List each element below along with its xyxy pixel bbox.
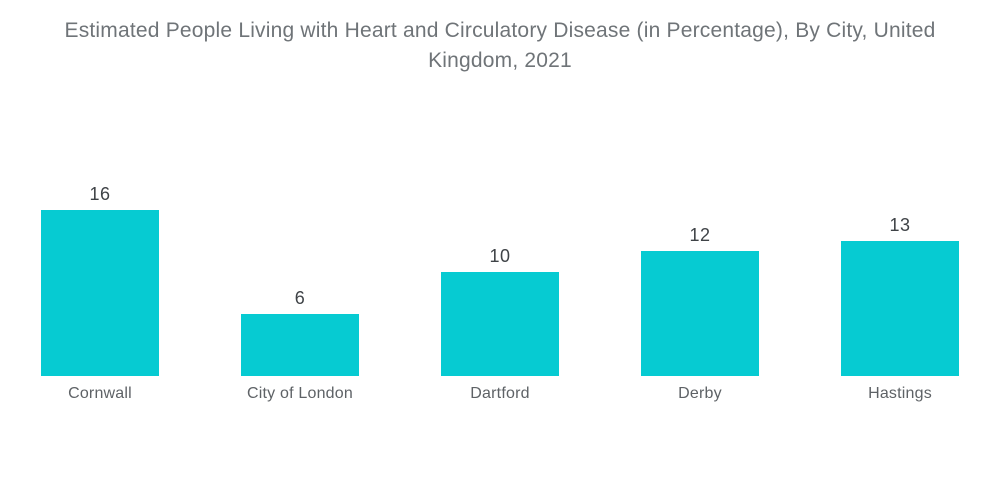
chart-title: Estimated People Living with Heart and C…	[64, 19, 936, 72]
bar-zone-city-of-london: 6	[241, 136, 359, 376]
category-label-hastings: Hastings	[868, 385, 932, 402]
bar-value-label-dartford: 10	[489, 246, 511, 266]
category-label-dartford: Dartford	[470, 385, 530, 402]
bar-city-of-london[interactable]	[241, 314, 359, 376]
bar-value-label-derby: 12	[689, 225, 711, 245]
bar-zone-derby: 12	[641, 136, 759, 376]
bar-column-city-of-london: 6 City of London	[200, 136, 400, 403]
bar-derby[interactable]	[641, 251, 759, 376]
bar-hastings[interactable]	[841, 241, 959, 376]
bar-column-derby: 12 Derby	[600, 136, 800, 403]
bar-value-label-hastings: 13	[889, 215, 911, 235]
bar-value-label-city-of-london: 6	[294, 288, 306, 308]
bar-column-cornwall: 16 Cornwall	[0, 136, 200, 403]
bar-zone-dartford: 10	[441, 136, 559, 376]
category-label-city-of-london: City of London	[247, 385, 353, 402]
bar-zone-hastings: 13	[841, 136, 959, 376]
bar-dartford[interactable]	[441, 272, 559, 376]
bar-cornwall[interactable]	[41, 210, 159, 376]
bar-value-label-cornwall: 16	[89, 184, 111, 204]
bar-zone-cornwall: 16	[41, 136, 159, 376]
bar-chart: 16 Cornwall 6 City of London 10 Dartford 12 Der…	[0, 136, 1000, 403]
category-label-derby: Derby	[678, 385, 722, 402]
bar-column-hastings: 13 Hastings	[800, 136, 1000, 403]
category-label-cornwall: Cornwall	[68, 385, 132, 402]
bar-column-dartford: 10 Dartford	[400, 136, 600, 403]
